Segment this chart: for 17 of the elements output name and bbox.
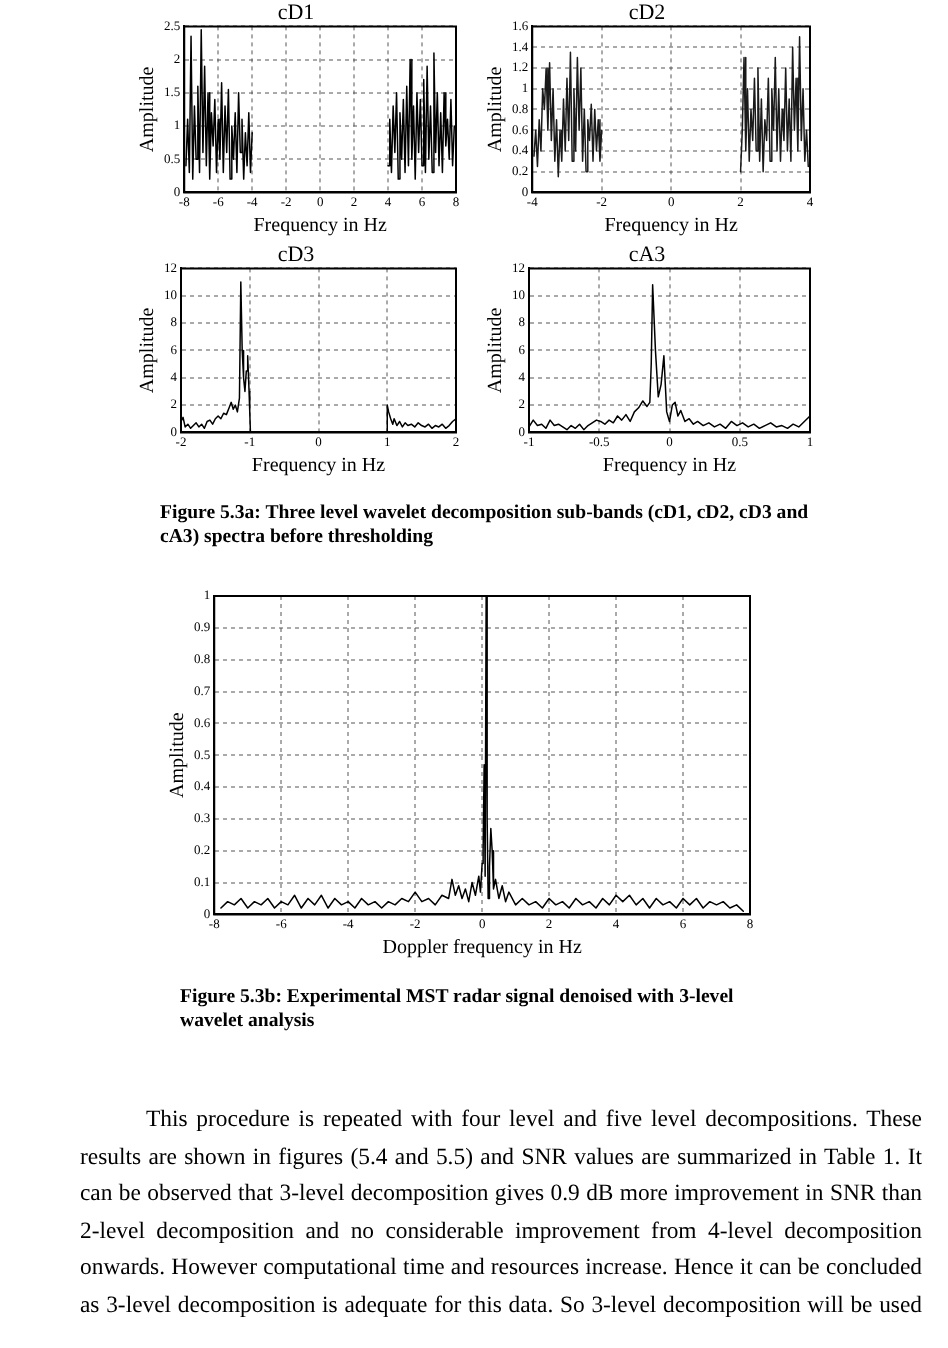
x-axis-title: Frequency in Hz [251,455,387,478]
y-axis-title: Amplitude [485,306,508,394]
y-axis-title: Amplitude [137,306,160,394]
y-axis-title: Amplitude [167,711,190,798]
caption: Figure 5.3a: Three level wavelet decomposition sub-bands (cD1, cD2, cD3 and cA3) spectra before thresholding [160,502,811,550]
chart-title: cD2 [628,0,666,25]
x-axis-title: Frequency in Hz [602,455,738,478]
text: This procedure is repeated with four level and five level decompositions. These results are shown in figures (5.4 and 5.5) and SNR values are summarized in Table 1. It can be observed that 3-level decomposition gives 0.9 dB more improvement in SNR than 2-level decomposition and no considerable improvement from 4-level decomposition onwards. However computational time and resources increase. Hence it can be concluded as 3-level decomposition is adequate for this data. So 3-level decomposition will be used [80,1104,922,1322]
chart-title: cD3 [277,242,316,267]
caption: Figure 5.3b: Experimental MST radar signal denoised with 3-level wavelet analysis [180,986,736,1034]
chart-title: cD1 [277,0,315,25]
chart-title: cA3 [628,242,667,267]
x-axis-title: Frequency in Hz [253,215,388,238]
x-axis-title: Frequency in Hz [604,215,739,238]
y-axis-title: Amplitude [137,65,160,153]
x-axis-title: Doppler frequency in Hz [382,937,583,960]
y-axis-title: Amplitude [485,65,508,153]
